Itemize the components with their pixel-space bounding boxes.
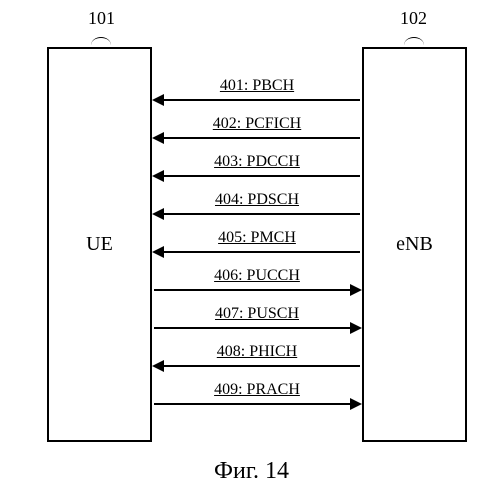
arrow-pmch: 405: PMCH [152, 223, 362, 261]
arrow-head [152, 360, 164, 372]
arrow-label: 401: PBCH [152, 77, 362, 95]
arrow-pucch: 406: PUCCH [152, 261, 362, 299]
arrow-label: 409: PRACH [152, 381, 362, 399]
arrow-pdsch: 404: PDSCH [152, 185, 362, 223]
arrow-phich: 408: PHICH [152, 337, 362, 375]
arrow-pbch: 401: PBCH [152, 71, 362, 109]
arrow-line [154, 251, 360, 253]
left-node-id: 101 [88, 8, 115, 29]
right-node-box: eNB [362, 47, 467, 442]
arrow-head [152, 94, 164, 106]
arrow-line [154, 175, 360, 177]
left-connector [91, 37, 111, 45]
arrow-head [152, 208, 164, 220]
arrow-head [350, 398, 362, 410]
arrow-label: 406: PUCCH [152, 267, 362, 285]
arrow-pusch: 407: PUSCH [152, 299, 362, 337]
arrow-label: 407: PUSCH [152, 305, 362, 323]
left-node-box: UE [47, 47, 152, 442]
arrow-label: 408: PHICH [152, 343, 362, 361]
arrow-line [154, 99, 360, 101]
left-node-label: UE [86, 233, 113, 256]
figure-caption: Фиг. 14 [0, 458, 503, 485]
sequence-diagram: 101 102 UE eNB 401: PBCH 402: PCFICH 403: … [0, 0, 503, 500]
arrow-pcfich: 402: PCFICH [152, 109, 362, 147]
arrow-label: 403: PDCCH [152, 153, 362, 171]
arrow-line [154, 213, 360, 215]
arrow-pdcch: 403: PDCCH [152, 147, 362, 185]
right-connector [404, 37, 424, 45]
arrow-head [152, 246, 164, 258]
arrow-head [350, 284, 362, 296]
right-node-label: eNB [396, 233, 433, 256]
arrow-head [152, 170, 164, 182]
arrow-line [154, 289, 360, 291]
arrow-head [350, 322, 362, 334]
arrow-line [154, 327, 360, 329]
arrow-label: 404: PDSCH [152, 191, 362, 209]
arrow-label: 402: PCFICH [152, 115, 362, 133]
arrow-label: 405: PMCH [152, 229, 362, 247]
arrow-line [154, 137, 360, 139]
arrow-prach: 409: PRACH [152, 375, 362, 413]
arrow-line [154, 365, 360, 367]
right-node-id: 102 [400, 8, 427, 29]
arrow-head [152, 132, 164, 144]
arrows-container: 401: PBCH 402: PCFICH 403: PDCCH 404: PDSCH… [152, 47, 362, 442]
arrow-line [154, 403, 360, 405]
